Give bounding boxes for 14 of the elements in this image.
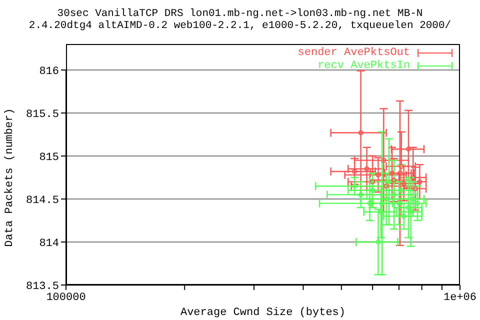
chart-title: 30sec VanillaTCP DRS lon01.mb-ng.net->lon03.mb-ng.net MB-N xyxy=(56,8,424,20)
x-tick-label: 100000 xyxy=(46,292,86,304)
chart-subtitle: 2.4.20dtg4 altAIMD-0.2 web100-2.2.1, e1000-5.2.20, txqueuelen 2000/ xyxy=(28,20,452,32)
y-tick-label: 815 xyxy=(39,152,59,164)
y-tick-label: 815.5 xyxy=(26,108,59,121)
x-axis-title: Average Cwnd Size (bytes) xyxy=(180,307,346,319)
y-tick-label: 816 xyxy=(39,66,59,78)
legend-label: sender AvePktsOut xyxy=(298,46,410,58)
y-tick-label: 814 xyxy=(39,238,60,250)
y-tick-label: 814.5 xyxy=(26,194,59,207)
y-axis-title: Data Packets (number) xyxy=(4,108,16,247)
y-tick-label: 813.5 xyxy=(26,280,59,293)
x-tick-label: 1e+06 xyxy=(443,292,477,304)
legend-label: recv AvePktsIn xyxy=(318,60,410,72)
